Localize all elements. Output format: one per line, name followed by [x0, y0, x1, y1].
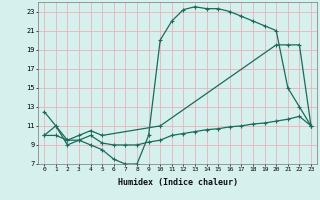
- X-axis label: Humidex (Indice chaleur): Humidex (Indice chaleur): [118, 178, 238, 187]
